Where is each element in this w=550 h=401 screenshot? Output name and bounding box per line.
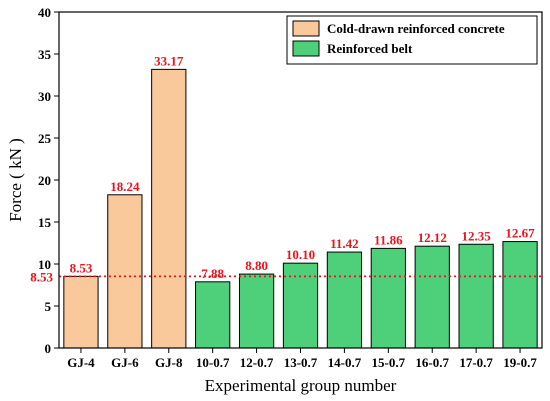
x-tick-label-15-0-7: 15-0.7: [372, 355, 406, 370]
reference-line-layer: 8.53: [30, 269, 542, 284]
bar-value-label-gj-4: 8.53: [70, 260, 93, 275]
x-tick-label-16-0-7: 16-0.7: [415, 355, 449, 370]
bar-gj-4: [63, 275, 99, 349]
y-tick-label-5: 5: [45, 299, 52, 314]
x-axis-title: Experimental group number: [205, 376, 397, 395]
x-tick-label-12-0-7: 12-0.7: [240, 355, 274, 370]
bar-value-label-14-0-7: 11.42: [330, 236, 359, 251]
bar-value-label-19-0-7: 12.67: [505, 226, 535, 241]
y-tick-label-25: 25: [38, 131, 52, 146]
bar-17-0-7: [458, 243, 494, 349]
legend-box: [286, 15, 538, 65]
bars-layer: [63, 68, 538, 349]
x-tick-label-13-0-7: 13-0.7: [284, 355, 318, 370]
x-tick-label-gj-4: GJ-4: [67, 355, 95, 370]
bar-value-labels: 8.53 18.24 33.17 7.88 8.80 10.10 11.42 11.86 12.…: [70, 53, 536, 280]
y-axis-title: Force ( kN ): [6, 138, 25, 222]
legend-label-cold-drawn: Cold-drawn reinforced concrete: [327, 21, 505, 36]
x-tick-label-gj-8: GJ-8: [155, 355, 183, 370]
x-tick-label-17-0-7: 17-0.7: [459, 355, 493, 370]
x-axis-ticks: GJ-4 GJ-6 GJ-8 10-0.7 12-0.7 13-0.7 14-0.7 15-0…: [67, 348, 537, 370]
bar-14-0-7: [326, 251, 363, 349]
y-tick-label-15: 15: [38, 215, 52, 230]
bar-value-label-17-0-7: 12.35: [462, 228, 492, 243]
x-tick-label-14-0-7: 14-0.7: [328, 355, 362, 370]
x-tick-label-gj-6: GJ-6: [111, 355, 139, 370]
bar-12-0-7: [238, 273, 275, 349]
bar-13-0-7: [282, 262, 319, 349]
y-axis-ticks: 0 5 10 15 20 25 30 35 40: [38, 5, 59, 356]
legend-label-reinforced-belt: Reinforced belt: [327, 41, 413, 56]
bar-value-label-12-0-7: 8.80: [245, 258, 268, 273]
y-tick-label-20: 20: [38, 173, 51, 188]
legend-swatch-cold-drawn: [292, 20, 320, 37]
legend: Cold-drawn reinforced concrete Reinforce…: [286, 15, 538, 65]
bar-value-label-gj-8: 33.17: [154, 53, 184, 68]
y-tick-label-30: 30: [38, 89, 51, 104]
bar-value-label-10-0-7: 7.88: [201, 266, 224, 281]
bar-value-label-gj-6: 18.24: [110, 179, 140, 194]
bar-15-0-7: [370, 247, 406, 349]
y-tick-label-0: 0: [45, 341, 52, 356]
bar-19-0-7: [502, 241, 538, 349]
bar-16-0-7: [414, 245, 450, 349]
bar-gj-6: [107, 194, 143, 349]
reference-line-label: 8.53: [30, 269, 53, 284]
y-tick-label-35: 35: [38, 47, 52, 62]
bar-value-label-15-0-7: 11.86: [374, 232, 403, 247]
x-tick-label-19-0-7: 19-0.7: [503, 355, 537, 370]
bar-value-label-13-0-7: 10.10: [286, 247, 315, 262]
legend-swatch-reinforced-belt: [292, 40, 320, 57]
y-tick-label-40: 40: [38, 5, 51, 20]
bar-10-0-7: [195, 281, 231, 349]
bar-gj-8: [151, 68, 187, 349]
x-tick-label-10-0-7: 10-0.7: [196, 355, 230, 370]
y-tick-label-10: 10: [38, 257, 51, 272]
bar-value-label-16-0-7: 12.12: [418, 230, 447, 245]
